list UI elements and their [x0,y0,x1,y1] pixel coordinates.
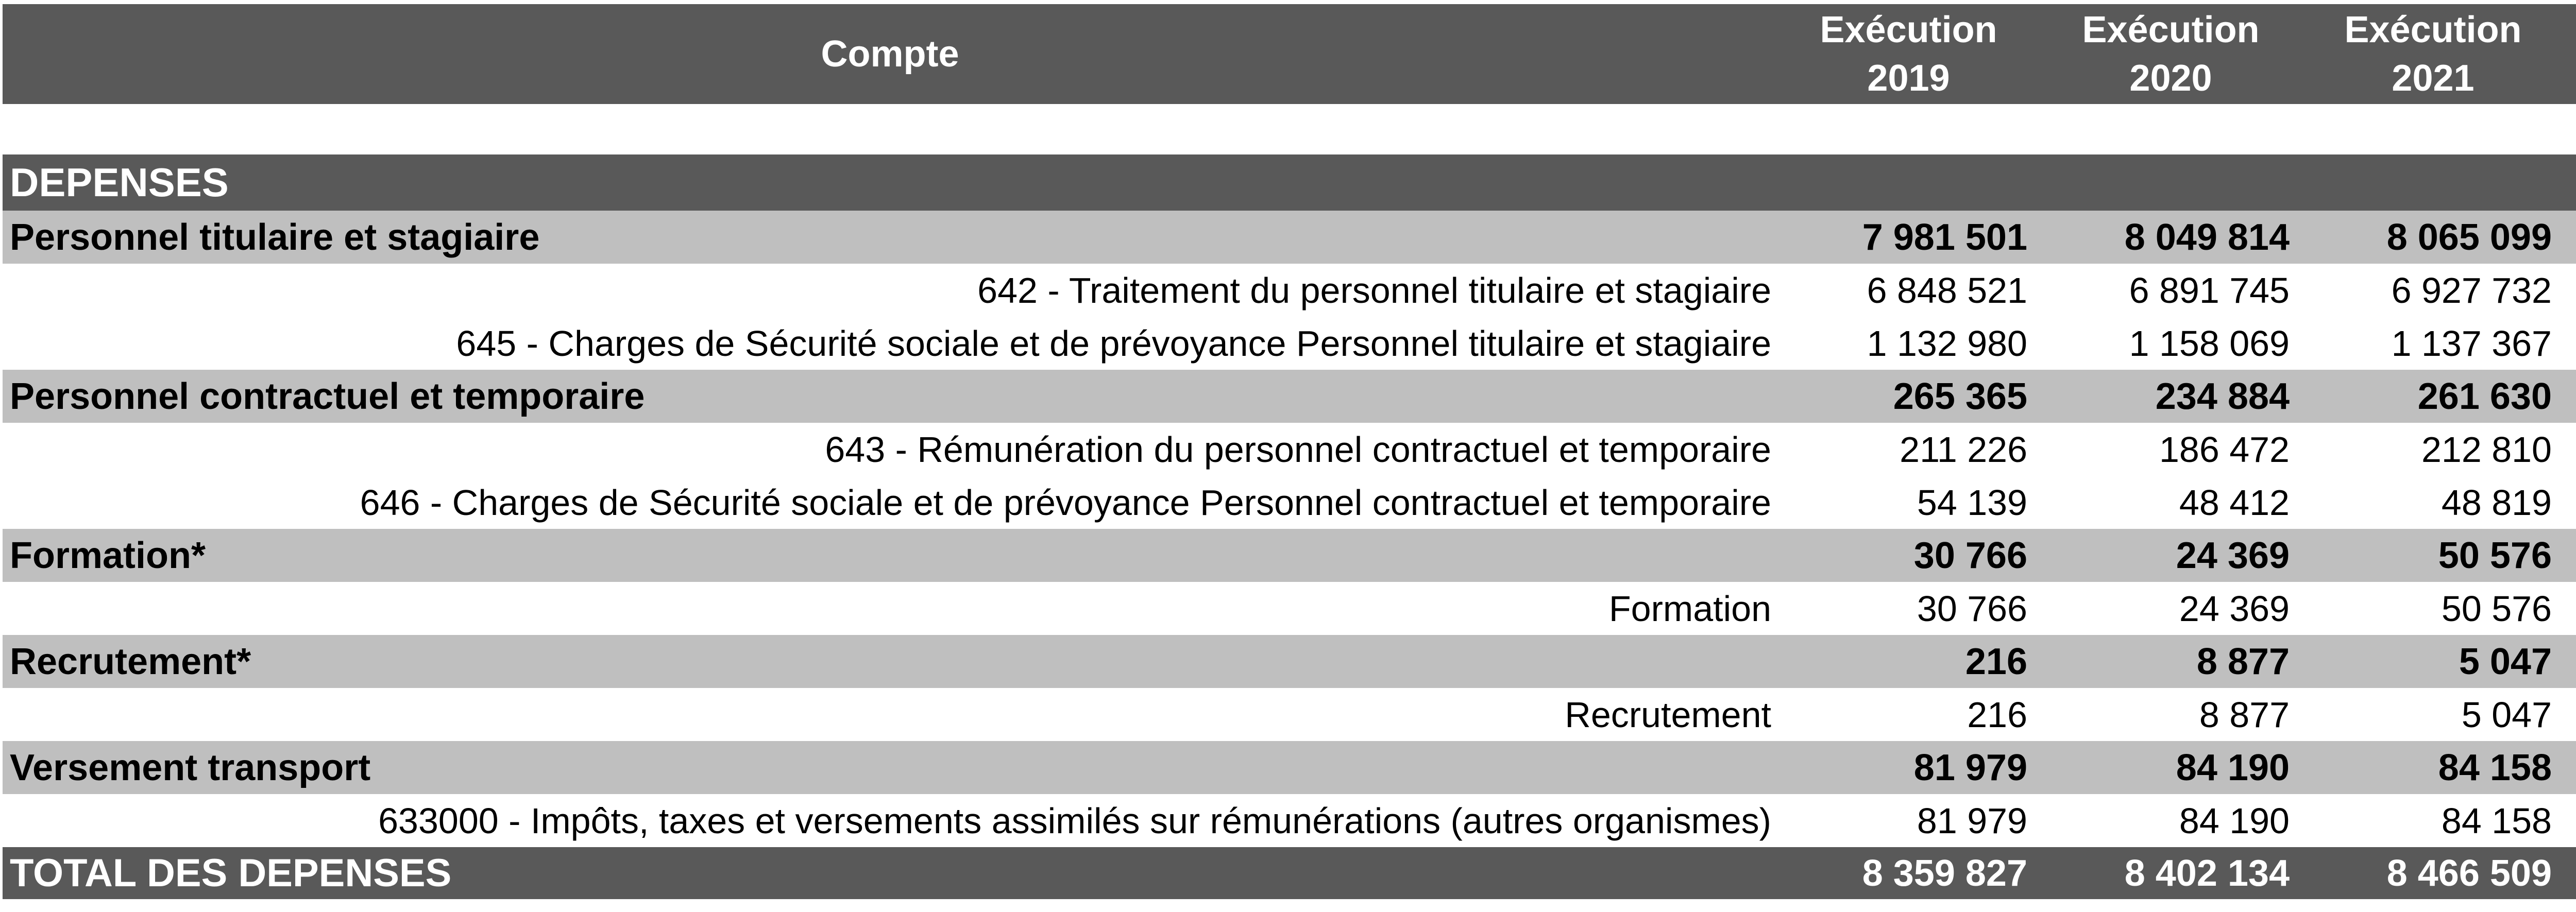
value-exec-2019: 30 766 [1917,588,2027,629]
total-label: TOTAL DES DEPENSES [10,851,452,895]
value-exec-2020: 24 369 [2179,588,2290,629]
value-exec-2020: 6 891 745 [2129,270,2290,311]
total-exec-2019: 8 359 827 [1862,852,2027,894]
year-label: 2021 [2392,58,2475,99]
value-exec-2019: 265 365 [1893,375,2027,417]
table-row-646: 646 - Charges de Sécurité sociale et de … [3,476,2576,529]
value-exec-2020: 8 877 [2199,694,2290,735]
row-label: Recrutement [1565,694,1771,735]
year-label: 2020 [2129,58,2212,99]
value-exec-2019: 7 981 501 [1862,216,2027,258]
value-exec-2020: 186 472 [2159,429,2290,470]
value-exec-2022: 4 101 [2564,688,2576,741]
value-exec-2021: 5 047 [2459,641,2552,682]
year-label: 2019 [1867,58,1950,99]
value-exec-2019: 216 [1965,641,2027,682]
column-header-execution-2019: Exécution 2019 [1777,4,2040,104]
value-exec-2020: 84 190 [2176,747,2290,788]
expenses-table: Compte Exécution 2019 Exécution 2020 Exé… [3,4,2576,899]
row-label: 643 - Rémunération du personnel contract… [825,429,1771,470]
section-label: DEPENSES [10,160,229,205]
execution-label: Exécution [1820,9,1997,50]
table-row-643: 643 - Rémunération du personnel contract… [3,423,2576,476]
table-row-versement-transport: Versement transport 81 979 84 190 84 158… [3,741,2576,794]
value-exec-2021: 48 819 [2441,482,2552,523]
value-exec-2021: 50 576 [2438,535,2552,576]
execution-label: Exécution [2344,9,2522,50]
value-exec-2021: 6 927 732 [2391,270,2552,311]
value-exec-2022: 39 971 [2564,582,2576,635]
value-exec-2019: 211 226 [1900,429,2027,470]
row-label: 646 - Charges de Sécurité sociale et de … [360,482,1771,523]
value-exec-2022: 39 971 [2564,529,2576,582]
total-exec-2020: 8 402 134 [2124,852,2290,894]
value-exec-2021: 84 158 [2441,800,2552,841]
table-row-645: 645 - Charges de Sécurité sociale et de … [3,317,2576,370]
table-row-642: 642 - Traitement du personnel titulaire … [3,264,2576,317]
table-row-recrutement-detail: Recrutement 216 8 877 5 047 4 101 5 777 [3,688,2576,741]
total-exec-2021: 8 466 509 [2386,852,2552,894]
row-label: Formation* [10,535,206,576]
row-label: Formation [1608,588,1771,629]
row-label: Personnel titulaire et stagiaire [10,216,540,258]
execution-label: Exécution [2082,9,2260,50]
table-row-personnel-contractuel: Personnel contractuel et temporaire 265 … [3,370,2576,423]
value-exec-2022: 1 134 719 [2564,317,2576,370]
value-exec-2020: 1 158 069 [2129,323,2290,364]
table-row-recrutement-subtotal: Recrutement* 216 8 877 5 047 4 101 5 777 [3,635,2576,688]
value-exec-2022: 327 106 [2564,370,2576,423]
row-label: 645 - Charges de Sécurité sociale et de … [456,323,1771,364]
table-row-633000: 633000 - Impôts, taxes et versements ass… [3,794,2576,847]
row-label: Recrutement* [10,641,251,682]
value-exec-2021: 5 047 [2461,694,2552,735]
value-exec-2019: 30 766 [1913,535,2027,576]
value-exec-2019: 6 848 521 [1867,270,2027,311]
row-label: 642 - Traitement du personnel titulaire … [977,270,1771,311]
value-exec-2020: 48 412 [2179,482,2290,523]
section-row-depenses: DEPENSES [3,154,2576,211]
value-exec-2020: 8 049 814 [2124,216,2290,258]
value-exec-2021: 1 137 367 [2391,323,2552,364]
column-header-execution-2022: Exécution 2022 [2564,4,2576,104]
value-exec-2022: 7 912 952 [2564,211,2576,264]
table-row-formation-detail: Formation 30 766 24 369 50 576 39 971 66… [3,582,2576,635]
value-exec-2022: 258 258 [2564,423,2576,476]
table-row-personnel-titulaire: Personnel titulaire et stagiaire 7 981 5… [3,211,2576,264]
row-label: 633000 - Impôts, taxes et versements ass… [378,800,1771,841]
value-exec-2019: 1 132 980 [1867,323,2027,364]
value-exec-2020: 24 369 [2176,535,2290,576]
column-header-execution-2020: Exécution 2020 [2040,4,2302,104]
header-body-gap [3,104,2576,154]
value-exec-2020: 8 877 [2196,641,2290,682]
table-row-formation-subtotal: Formation* 30 766 24 369 50 576 39 971 6… [3,529,2576,582]
value-exec-2022: 81 992 [2564,794,2576,847]
value-exec-2022: 81 992 [2564,741,2576,794]
column-header-execution-2021: Exécution 2021 [2302,4,2564,104]
value-exec-2020: 234 884 [2155,375,2290,417]
value-exec-2022: 4 101 [2564,635,2576,688]
value-exec-2019: 54 139 [1917,482,2027,523]
value-exec-2021: 212 810 [2421,429,2552,470]
value-exec-2019: 81 979 [1917,800,2027,841]
value-exec-2021: 50 576 [2441,588,2552,629]
table-header-row: Compte Exécution 2019 Exécution 2020 Exé… [3,4,2576,104]
value-exec-2021: 84 158 [2438,747,2552,788]
row-label: Versement transport [10,747,371,788]
value-exec-2020: 84 190 [2179,800,2290,841]
value-exec-2022: 68 847 [2564,476,2576,529]
total-exec-2022: 8 366 121 [2564,847,2576,899]
value-exec-2019: 81 979 [1913,747,2027,788]
table-row-total-depenses: TOTAL DES DEPENSES 8 359 827 8 402 134 8… [3,847,2576,899]
value-exec-2021: 261 630 [2417,375,2552,417]
column-header-compte: Compte [821,33,959,75]
value-exec-2019: 216 [1967,694,2027,735]
value-exec-2022: 6 778 233 [2564,264,2576,317]
value-exec-2021: 8 065 099 [2386,216,2552,258]
row-label: Personnel contractuel et temporaire [10,375,645,417]
